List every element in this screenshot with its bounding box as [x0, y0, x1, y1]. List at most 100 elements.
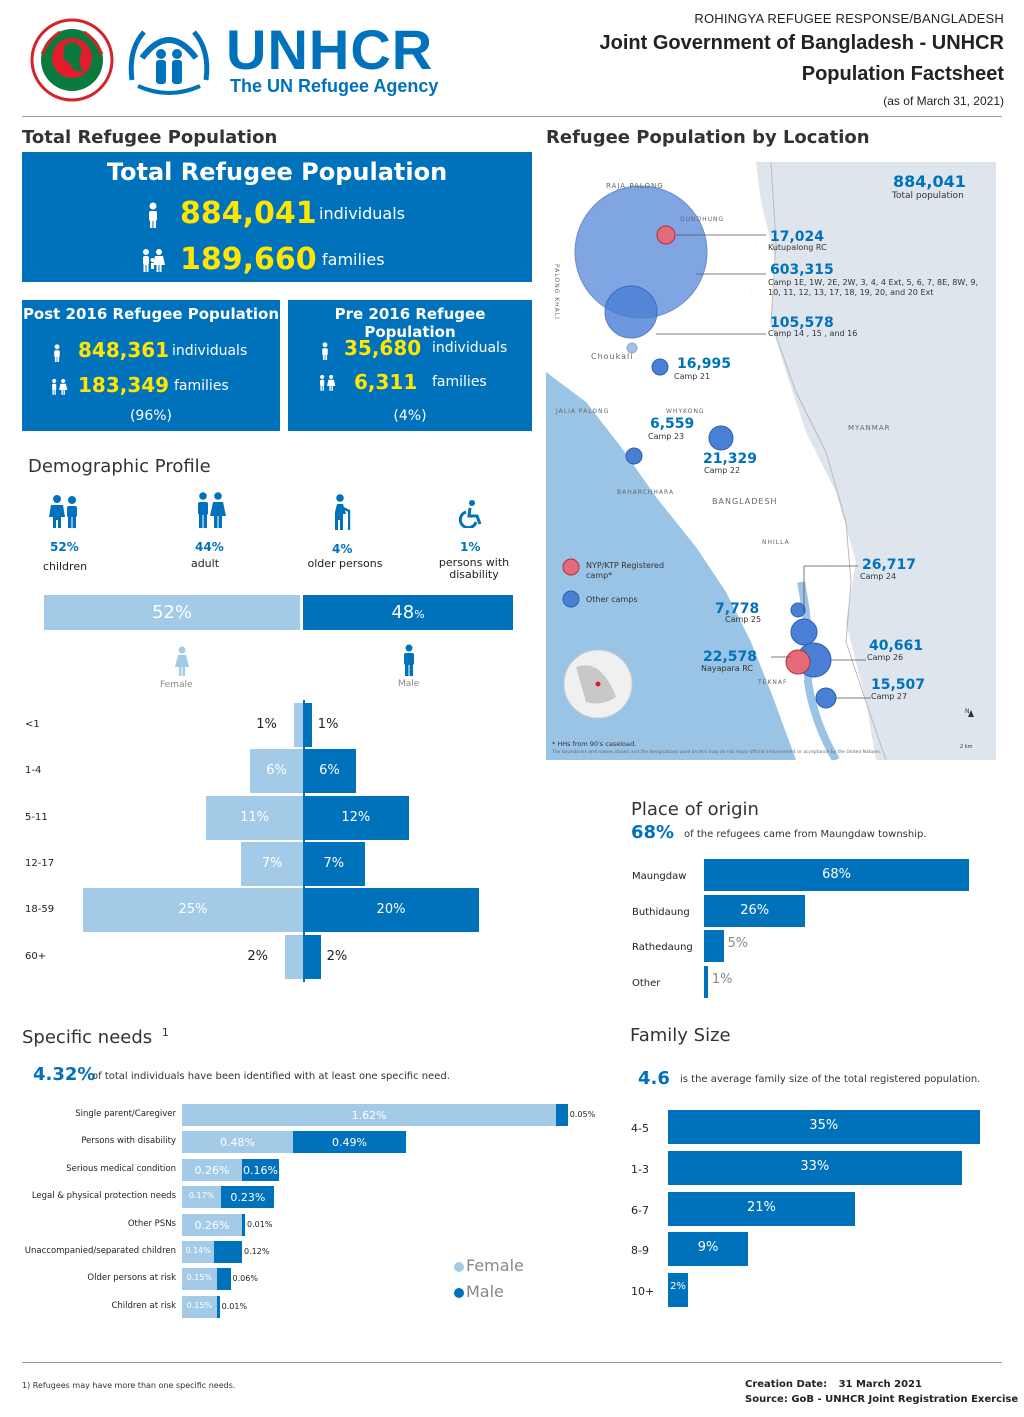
map-total-label: Total population	[892, 191, 964, 201]
origin-bar: 68%	[704, 859, 970, 891]
need-male-bar	[216, 1295, 220, 1318]
female-bar: 11%	[206, 795, 303, 840]
male-share-unit: %	[414, 608, 425, 621]
need-female-value: 0.14%	[185, 1246, 211, 1255]
male-share-value: 48	[391, 602, 415, 623]
need-category-label: Legal & physical protection needs	[31, 1191, 176, 1202]
map-callout-value: 15,507	[871, 677, 926, 693]
specific-needs-title-text: Specific needs	[22, 1027, 153, 1048]
map-scale: 2 km	[960, 744, 973, 750]
pre2016-box: Pre 2016 Refugee Population 35,680 indiv…	[288, 300, 532, 431]
age-group-label: 60+	[25, 950, 47, 962]
footer-creation: Creation Date: 31 March 2021	[745, 1379, 922, 1390]
map-place-label: RAJA PALONG	[606, 182, 664, 190]
map-callout-label: Camp 23	[648, 432, 685, 441]
age-group-label: 18-59	[25, 904, 55, 916]
male-bar: 6%	[303, 749, 356, 794]
family-size-chart: 4-5 35% 1-3 33% 6-7 21% 8-9 9% 10+ 2%	[628, 1108, 1008, 1313]
need-male-bar	[556, 1104, 568, 1126]
post2016-title: Post 2016 Refugee Population	[22, 305, 280, 323]
female-bar: 25%	[83, 888, 303, 933]
location-map	[546, 162, 996, 760]
need-category-label: Single parent/Caregiver	[75, 1109, 176, 1119]
pre2016-families-label: families	[432, 374, 487, 390]
map-place-label: Choukali	[591, 352, 634, 361]
map-place-label: BAHARCHHARA	[617, 489, 675, 496]
map-legend-other: Other camps	[586, 595, 638, 604]
male-value-label: 6%	[319, 763, 340, 779]
map-callout-value: 7,778	[715, 601, 760, 617]
male-bar: 20%	[303, 888, 479, 933]
demo-children-pct: 52%	[50, 540, 79, 554]
male-icon	[402, 644, 416, 680]
map-legend-registered: NYP/KTP Registered camp*	[586, 561, 665, 580]
footer-divider	[22, 1362, 1002, 1363]
age-group-label: <1	[25, 719, 40, 730]
map-callout-value: 21,329	[703, 451, 758, 467]
family-size-value: 33%	[800, 1158, 830, 1174]
header-title-2: Population Factsheet	[801, 63, 1004, 85]
total-individuals-value: 884,041	[180, 196, 317, 231]
map-place-label: GUNDHUNG	[680, 216, 725, 223]
total-families-label: families	[322, 250, 385, 269]
children-icon	[48, 494, 80, 532]
total-section-title: Total Refugee Population	[22, 127, 278, 148]
older-person-icon	[332, 494, 354, 534]
post2016-families-label: families	[174, 378, 229, 394]
female-share-bar: 52%	[44, 595, 300, 630]
map-callout-value: 6,559	[650, 416, 695, 432]
footer-creation-label: Creation Date:	[745, 1379, 828, 1390]
family-size-bar: 9%	[668, 1232, 749, 1267]
origin-bar: 26%	[704, 894, 806, 927]
map-place-label: PALONG KHALI	[553, 264, 560, 320]
need-male-value: 0.12%	[244, 1247, 270, 1256]
post2016-individuals-label: individuals	[172, 343, 248, 359]
need-female-value: 1.62%	[351, 1109, 387, 1122]
footer-note: 1) Refugees may have more than one speci…	[22, 1381, 236, 1390]
post2016-individuals-value: 848,361	[78, 338, 170, 362]
specific-needs-title: Specific needs 1	[22, 1026, 169, 1048]
female-bar	[294, 703, 303, 747]
origin-bar	[704, 930, 724, 962]
female-label: Female	[160, 680, 193, 690]
map-callout-label: Kutupalong RC	[768, 243, 827, 252]
total-population-box: Total Refugee Population 884,041 individ…	[22, 152, 532, 282]
demo-adult-label: adult	[190, 557, 220, 570]
need-category-label: Persons with disability	[81, 1136, 176, 1147]
family-size-value: 21%	[746, 1199, 776, 1215]
origin-headline-text: of the refugees came from Maungdaw towns…	[684, 829, 927, 840]
family-icon	[50, 378, 68, 399]
age-group-label: 12-17	[25, 857, 55, 869]
demographic-title: Demographic Profile	[28, 456, 211, 477]
person-icon	[146, 202, 160, 232]
pre2016-title: Pre 2016 Refugee Population	[334, 305, 486, 341]
map-place-label: WHYKONG	[666, 408, 705, 415]
demo-children-label: children	[42, 560, 88, 573]
post2016-families-value: 183,349	[78, 373, 170, 397]
post2016-share: (96%)	[129, 408, 173, 424]
need-male-value: 0.06%	[232, 1274, 258, 1284]
male-bar: 12%	[303, 795, 409, 840]
map-callout-label: Camp 14 , 15 , and 16	[768, 329, 858, 338]
map-callout-label: Camp 21	[674, 372, 711, 381]
demo-older-pct: 4%	[332, 542, 353, 556]
header-divider	[22, 116, 1002, 117]
post2016-box: Post 2016 Refugee Population 848,361 ind…	[22, 300, 280, 431]
pre2016-individuals-value: 35,680	[344, 336, 422, 360]
need-male-value: 0.01%	[247, 1219, 273, 1229]
map-place-label: MYANMAR	[848, 424, 891, 432]
age-group-label: 1-4	[25, 765, 42, 777]
specific-needs-pct: 4.32%	[33, 1064, 96, 1085]
map-callout-label: Camp 26	[867, 653, 904, 662]
map-callout-label: Nayapara RC	[701, 664, 753, 673]
female-value-label: 11%	[240, 809, 270, 825]
male-bar	[303, 703, 312, 747]
family-size-category: 8-9	[631, 1244, 649, 1258]
map-disclaimer: The boundaries and names shown and the d…	[552, 750, 882, 755]
total-individuals-label: individuals	[319, 204, 405, 223]
family-size-value: 2%	[670, 1281, 686, 1293]
demo-adult-pct: 44%	[195, 540, 224, 554]
demo-disability-label: persons with disability	[438, 556, 510, 581]
need-male-bar	[242, 1213, 246, 1236]
origin-value-label: 68%	[822, 867, 852, 882]
